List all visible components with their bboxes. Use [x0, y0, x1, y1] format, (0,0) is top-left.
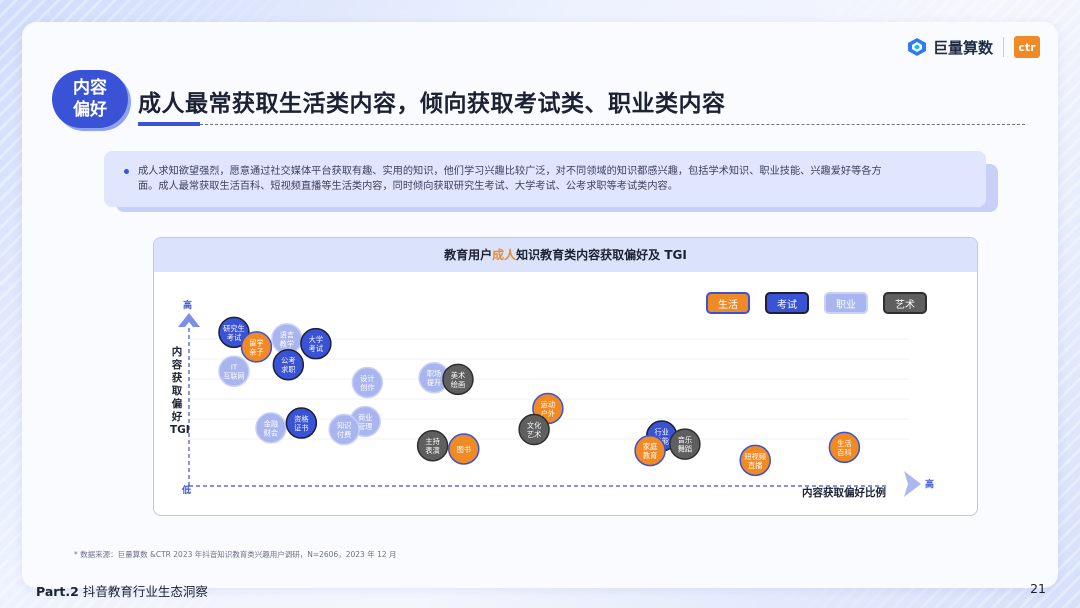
- data-point: [416, 429, 449, 462]
- data-point: [351, 366, 384, 399]
- legend-item: 职业: [824, 292, 868, 314]
- data-point: [218, 316, 250, 349]
- data-point-label: IT: [231, 363, 238, 372]
- data-point: [828, 431, 861, 464]
- data-point-label: 商业: [358, 413, 372, 422]
- y-axis-arrow-icon: [178, 313, 200, 327]
- summary-line-2: 面。成人最常获取生活百科、短视频直播等生活类内容，同时倾向获取研究生考试、大学考…: [138, 181, 678, 192]
- footer-section: Part.2 抖音教育行业生态洞察: [36, 581, 208, 600]
- section-badge-line1: 内容: [73, 78, 107, 98]
- data-point: [285, 407, 318, 439]
- data-point-label: 财会: [264, 428, 278, 437]
- brand-divider: [1003, 37, 1004, 57]
- x-axis-arrow-icon: [904, 471, 921, 497]
- summary-line-1: 成人求知欲望强烈，愿意通过社交媒体平台获取有趣、实用的知识，他们学习兴趣比较广泛…: [138, 166, 882, 177]
- data-point: [448, 433, 480, 465]
- page-title: 成人最常获取生活类内容，倾向获取考试类、职业类内容: [138, 91, 726, 117]
- data-point-label: 百科: [837, 448, 851, 457]
- data-point-label: 公考: [281, 356, 295, 365]
- data-point-label: 管理: [358, 422, 372, 431]
- data-point-label: 行业: [655, 428, 669, 437]
- data-source-note: * 数据来源：巨量算数 &CTR 2023 年抖音知识教育类兴趣用户调研，N=2…: [74, 550, 397, 559]
- data-point-label: 考试: [227, 333, 241, 342]
- legend-item: 考试: [765, 292, 809, 314]
- data-point-label: 文化: [527, 421, 541, 430]
- data-point-label: 考试: [309, 344, 323, 353]
- data-point-label: 图书: [457, 445, 471, 454]
- x-axis-high-label: 高: [925, 480, 935, 490]
- data-point: [634, 434, 666, 467]
- data-point-label: 直播: [748, 461, 762, 470]
- data-point-label: 互联网: [223, 372, 245, 381]
- data-point-label: 付费: [337, 430, 351, 439]
- data-point-label: 大学: [309, 335, 323, 344]
- data-point-label: 提升: [427, 378, 441, 387]
- data-point-label: 舞蹈: [678, 445, 692, 454]
- data-point-label: 艺术: [527, 430, 541, 439]
- data-point-label: 知识: [337, 421, 351, 430]
- data-point-label: 运动: [541, 400, 555, 409]
- chart-card: 教育用户成人知识教育类内容获取偏好及 TGI 研究生 考试 留学 亲子 语言 教学 大学 考试…: [153, 237, 978, 516]
- page-number: 21: [1030, 581, 1046, 596]
- data-point: [218, 355, 250, 387]
- ctr-logo: ctr: [1014, 36, 1040, 58]
- data-point: [240, 331, 273, 363]
- data-point-label: 音乐: [678, 436, 692, 445]
- brand-bar: 巨量算数 ctr: [907, 36, 1040, 58]
- data-point: [739, 444, 771, 477]
- data-point-label: 主持: [425, 437, 439, 446]
- juliang-logo-icon: [907, 38, 926, 56]
- data-point-label: 语言: [280, 330, 294, 339]
- chart-title-highlight: 成人: [492, 248, 517, 262]
- legend-item: 艺术: [883, 292, 927, 314]
- data-point-label: 家庭: [643, 442, 657, 451]
- chart-legend: 生活 考试 职业 艺术: [706, 292, 927, 314]
- data-point: [255, 412, 287, 444]
- data-point-label: 短视频: [744, 452, 766, 461]
- data-point-label: 户外: [541, 409, 555, 418]
- section-badge: 内容 偏好: [52, 70, 128, 128]
- data-point-label: 教育: [643, 451, 657, 460]
- data-point: [300, 327, 332, 360]
- data-point-label: 美术: [451, 371, 465, 380]
- data-point-label: 创作: [360, 383, 374, 392]
- data-point-label: 金融: [264, 419, 278, 428]
- y-axis-low-label: 低: [182, 486, 192, 496]
- data-point-label: 研究生: [223, 324, 245, 333]
- x-axis-title: 内容获取偏好比例: [802, 487, 886, 499]
- data-point: [669, 428, 701, 460]
- title-underline: [138, 122, 200, 126]
- title-divider: [200, 124, 1025, 125]
- data-point-label: 职场: [427, 369, 441, 378]
- data-point-label: 亲子: [249, 347, 263, 356]
- chart-title-prefix: 教育用户: [444, 248, 493, 262]
- brand-name: 巨量算数: [932, 38, 993, 57]
- chart-title: 教育用户成人知识教育类内容获取偏好及 TGI: [154, 238, 977, 272]
- data-point: [272, 348, 305, 381]
- data-point-label: 证书: [294, 424, 308, 433]
- data-point-label: 留学: [249, 338, 263, 347]
- footer-part: Part.2: [36, 584, 79, 599]
- data-point: [442, 363, 474, 396]
- data-point: [518, 413, 550, 446]
- bullet-icon: [124, 169, 129, 174]
- data-point-label: 资格: [294, 415, 309, 424]
- footer-section-title: 抖音教育行业生态洞察: [82, 584, 208, 599]
- data-point-label: 设计: [360, 374, 374, 383]
- brand-logo: 巨量算数: [907, 37, 993, 58]
- summary-box: 成人求知欲望强烈，愿意通过社交媒体平台获取有趣、实用的知识，他们学习兴趣比较广泛…: [104, 151, 986, 207]
- data-point-label: 生活: [837, 439, 851, 448]
- data-point-label: 表演: [425, 446, 439, 455]
- chart-title-suffix: 知识教育类内容获取偏好及 TGI: [516, 248, 687, 262]
- data-point-label: 教学: [280, 339, 294, 348]
- data-point: [328, 413, 360, 446]
- y-axis-high-label: 高: [183, 301, 193, 311]
- data-point-label: 求职: [281, 365, 295, 374]
- data-point-label: 绘画: [451, 380, 465, 389]
- y-axis-title: 内容获取偏好 TGI: [170, 346, 190, 436]
- legend-item: 生活: [706, 292, 750, 314]
- section-badge-line2: 偏好: [73, 100, 107, 120]
